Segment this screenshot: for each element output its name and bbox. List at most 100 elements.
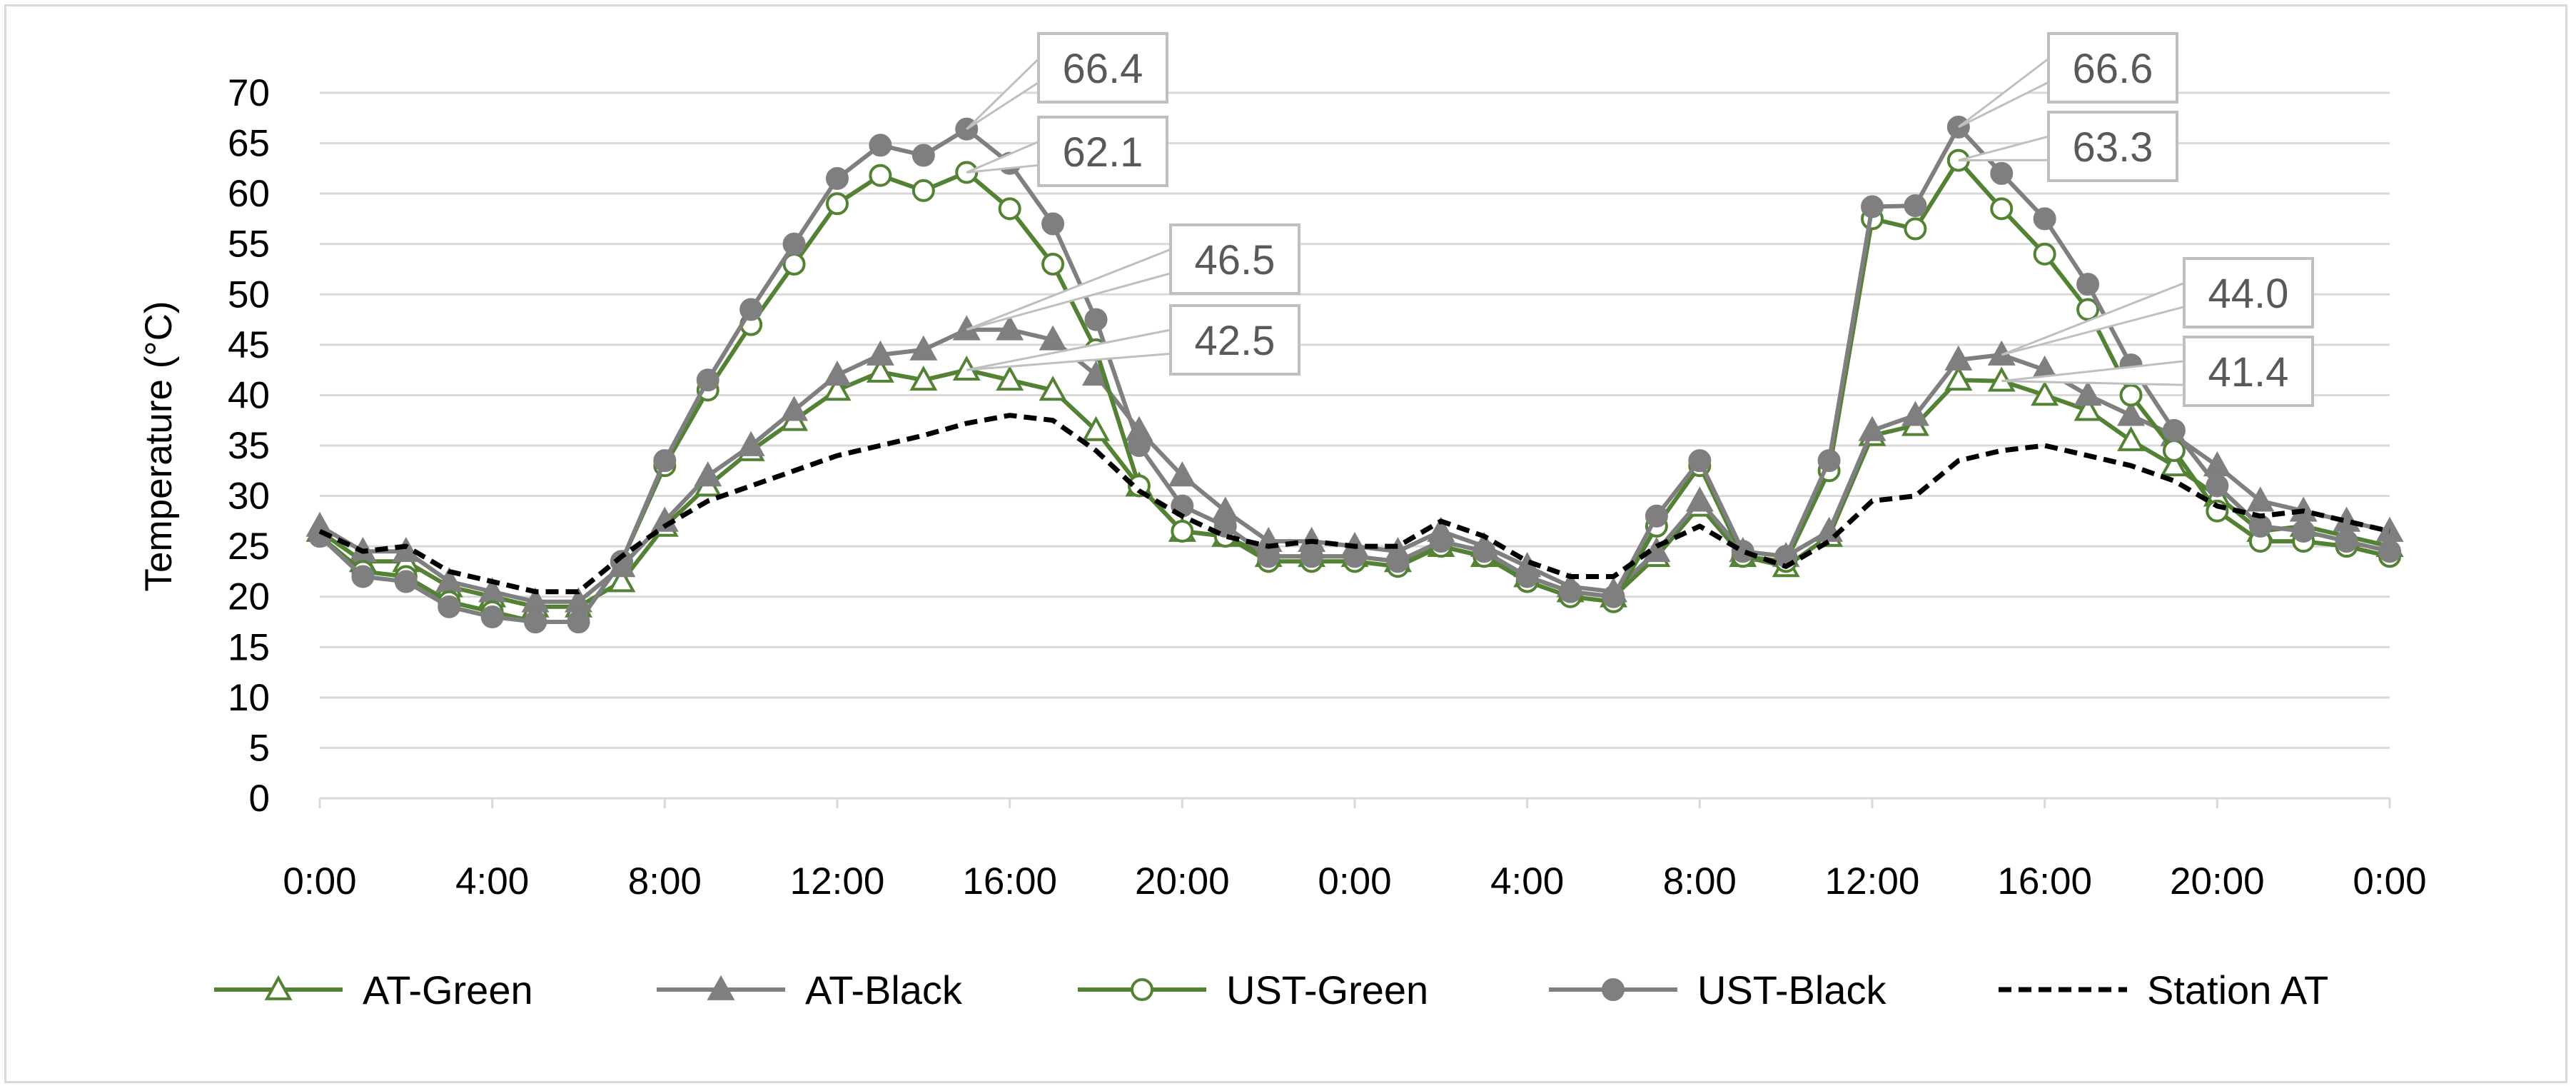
data-point (1127, 434, 1151, 457)
callout-62.1: 62.1 (966, 116, 1168, 187)
data-point (1515, 565, 1539, 588)
data-point (1343, 545, 1366, 568)
data-point (911, 179, 935, 202)
legend-label: Station AT (2147, 967, 2328, 1012)
legend-item-at-green: AT-Green (214, 967, 533, 1012)
y-tick-label: 20 (228, 576, 270, 618)
x-axis-ticks: 0:00 4:00 8:00 12:00 16:00 20:00 0:00 4:00 8:00 1… (283, 798, 2427, 903)
data-point (264, 975, 293, 1000)
data-point (1688, 449, 1712, 473)
data-point (1257, 545, 1281, 568)
callout-box (2183, 257, 2314, 328)
callout-box (1037, 32, 1168, 104)
x-tick-label: 20:00 (2170, 860, 2265, 903)
data-point (826, 166, 849, 190)
data-point (2117, 426, 2145, 451)
data-point (869, 134, 892, 157)
legend-item-ust-green: UST-Green (1078, 967, 1428, 1012)
x-tick-label: 16:00 (1997, 860, 2092, 903)
data-point (909, 366, 938, 391)
data-point (911, 144, 935, 167)
data-point (1817, 449, 1841, 473)
callout-66.6: 66.6 (1957, 32, 2178, 129)
data-point (2162, 418, 2186, 442)
data-point (2074, 396, 2102, 421)
callout-label: 44.0 (2208, 271, 2289, 317)
data-point (567, 610, 590, 633)
legend-item-station-at: Station AT (1999, 967, 2328, 1012)
data-point (1082, 416, 1110, 441)
series-line (318, 413, 2390, 595)
callout-pointer (966, 139, 1041, 174)
data-point (2074, 381, 2102, 406)
data-point (782, 232, 806, 256)
y-tick-label: 5 (249, 727, 270, 769)
data-point (1861, 195, 1884, 218)
data-point (1559, 580, 1582, 603)
data-point (2076, 273, 2100, 296)
callout-pointer (966, 328, 1173, 371)
y-tick-label: 60 (228, 173, 270, 215)
callout-label: 66.4 (1063, 46, 1143, 92)
series-station-at (318, 413, 2390, 595)
callout-63.3: 63.3 (1958, 111, 2178, 182)
data-point (1041, 252, 1065, 276)
y-tick-label: 70 (228, 72, 270, 114)
data-point (2162, 439, 2186, 463)
data-point (438, 595, 461, 618)
x-tick-label: 16:00 (962, 860, 1057, 903)
x-tick-label: 0:00 (2353, 860, 2426, 903)
callout-label: 62.1 (1063, 129, 1143, 176)
data-point (607, 567, 636, 593)
data-point (2206, 474, 2229, 498)
data-point (866, 357, 894, 383)
data-point (1131, 978, 1153, 1001)
data-point (1473, 540, 1496, 563)
data-point (737, 431, 765, 456)
data-point (1300, 545, 1323, 568)
data-point (1602, 978, 1625, 1001)
y-tick-label: 35 (228, 425, 270, 467)
y-tick-label: 0 (249, 778, 270, 820)
data-point (524, 610, 547, 633)
data-point (1084, 308, 1108, 331)
data-point (2203, 451, 2231, 477)
data-point (1901, 401, 1929, 426)
data-point (739, 298, 763, 321)
data-point (2076, 298, 2100, 321)
data-point (1944, 366, 1973, 391)
data-point (826, 192, 849, 216)
data-point (866, 340, 894, 366)
data-point (394, 570, 418, 593)
data-point (996, 315, 1024, 341)
data-point (998, 197, 1021, 221)
y-tick-label: 15 (228, 626, 270, 668)
x-tick-label: 20:00 (1135, 860, 1230, 903)
gridlines (320, 91, 2390, 800)
data-point (996, 366, 1024, 391)
data-point (2292, 519, 2315, 543)
data-point (2335, 530, 2358, 553)
callout-label: 63.3 (2073, 124, 2153, 171)
callout-box (1169, 304, 1300, 376)
data-point (392, 536, 420, 563)
x-tick-label: 0:00 (1318, 860, 1391, 903)
data-point (1944, 345, 1973, 371)
legend-label: UST-Green (1226, 967, 1428, 1012)
callout-label: 42.5 (1195, 318, 1276, 364)
data-point (2033, 242, 2056, 266)
data-point (823, 376, 852, 401)
legend-item-ust-black: UST-Black (1549, 967, 1886, 1012)
legend-item-at-black: AT-Black (657, 967, 963, 1012)
legend-label: AT-Black (805, 967, 963, 1012)
data-point (1039, 325, 1067, 351)
callout-66.4: 66.4 (966, 32, 1168, 131)
callout-label: 46.5 (1195, 237, 1276, 283)
callout-label: 66.6 (2073, 46, 2153, 92)
data-point (2246, 486, 2275, 512)
y-tick-label: 55 (228, 223, 270, 266)
legend-label: AT-Green (363, 967, 533, 1012)
data-point (1602, 585, 1625, 608)
y-tick-label: 50 (228, 273, 270, 316)
